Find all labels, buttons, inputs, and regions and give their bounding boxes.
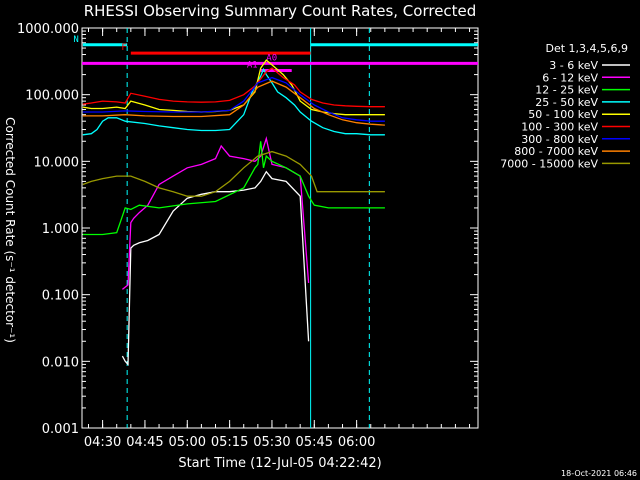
series-line-7 xyxy=(82,80,385,126)
legend-entry-label: 3 - 6 keV xyxy=(549,59,598,72)
series-line-3 xyxy=(82,67,385,136)
series-line-0 xyxy=(121,170,310,367)
state-bar-label: N xyxy=(73,35,78,45)
x-tick-label: 05:00 xyxy=(169,435,206,450)
series-line-6 xyxy=(82,76,385,122)
x-tick-label: 05:15 xyxy=(211,435,248,450)
chart-title: RHESSI Observing Summary Count Rates, Co… xyxy=(84,2,477,20)
series-lines xyxy=(82,59,385,367)
legend-entry-label: 7000 - 15000 keV xyxy=(500,157,598,170)
state-bar-label: F xyxy=(121,43,126,53)
legend-entry-label: 300 - 800 keV xyxy=(521,133,598,146)
state-bar-label: A0 xyxy=(266,53,277,63)
x-tick-label: 04:30 xyxy=(84,435,121,450)
x-tick-label: 05:30 xyxy=(253,435,290,450)
state-bars: N F A0 A1 xyxy=(73,35,478,73)
y-tick-label: 0.001 xyxy=(42,422,79,437)
legend-title: Det 1,3,4,5,6,9 xyxy=(545,42,628,55)
y-tick-label: 10.000 xyxy=(34,155,80,170)
legend-entry-label: 100 - 300 keV xyxy=(521,121,598,134)
state-bar-label: A1 xyxy=(247,61,258,71)
legend-entry-label: 6 - 12 keV xyxy=(542,71,598,84)
legend-entry-label: 25 - 50 keV xyxy=(535,96,598,109)
legend-entry-label: 800 - 7000 keV xyxy=(514,145,598,158)
x-axis-ticks: 04:30 04:45 05:00 05:15 05:30 05:45 06:00 xyxy=(84,28,471,450)
series-line-2 xyxy=(82,141,385,236)
series-line-8 xyxy=(82,150,385,197)
y-tick-label: 1.000 xyxy=(42,222,79,237)
legend-entry-label: 12 - 25 keV xyxy=(535,84,598,97)
series-line-5 xyxy=(82,67,385,108)
series-line-1 xyxy=(121,135,310,290)
x-tick-label: 05:45 xyxy=(296,435,333,450)
y-tick-label: 0.010 xyxy=(42,355,79,370)
y-tick-label: 0.100 xyxy=(42,289,79,304)
y-tick-label: 100.000 xyxy=(25,89,79,104)
plot-timestamp: 18-Oct-2021 06:46 xyxy=(561,469,637,478)
vertical-markers xyxy=(126,28,370,428)
y-axis-label: Corrected Count Rate (s⁻¹ detector⁻¹) xyxy=(3,117,17,343)
y-tick-label: 1000.000 xyxy=(17,22,79,37)
x-tick-label: 06:00 xyxy=(338,435,375,450)
x-axis-label: Start Time (12-Jul-05 04:22:42) xyxy=(178,456,381,471)
legend-entry-label: 50 - 100 keV xyxy=(528,108,598,121)
y-axis-ticks: 1000.000 100.000 10.000 1.000 0.100 0.010 0.00… xyxy=(17,22,478,437)
x-tick-label: 04:45 xyxy=(126,435,163,450)
